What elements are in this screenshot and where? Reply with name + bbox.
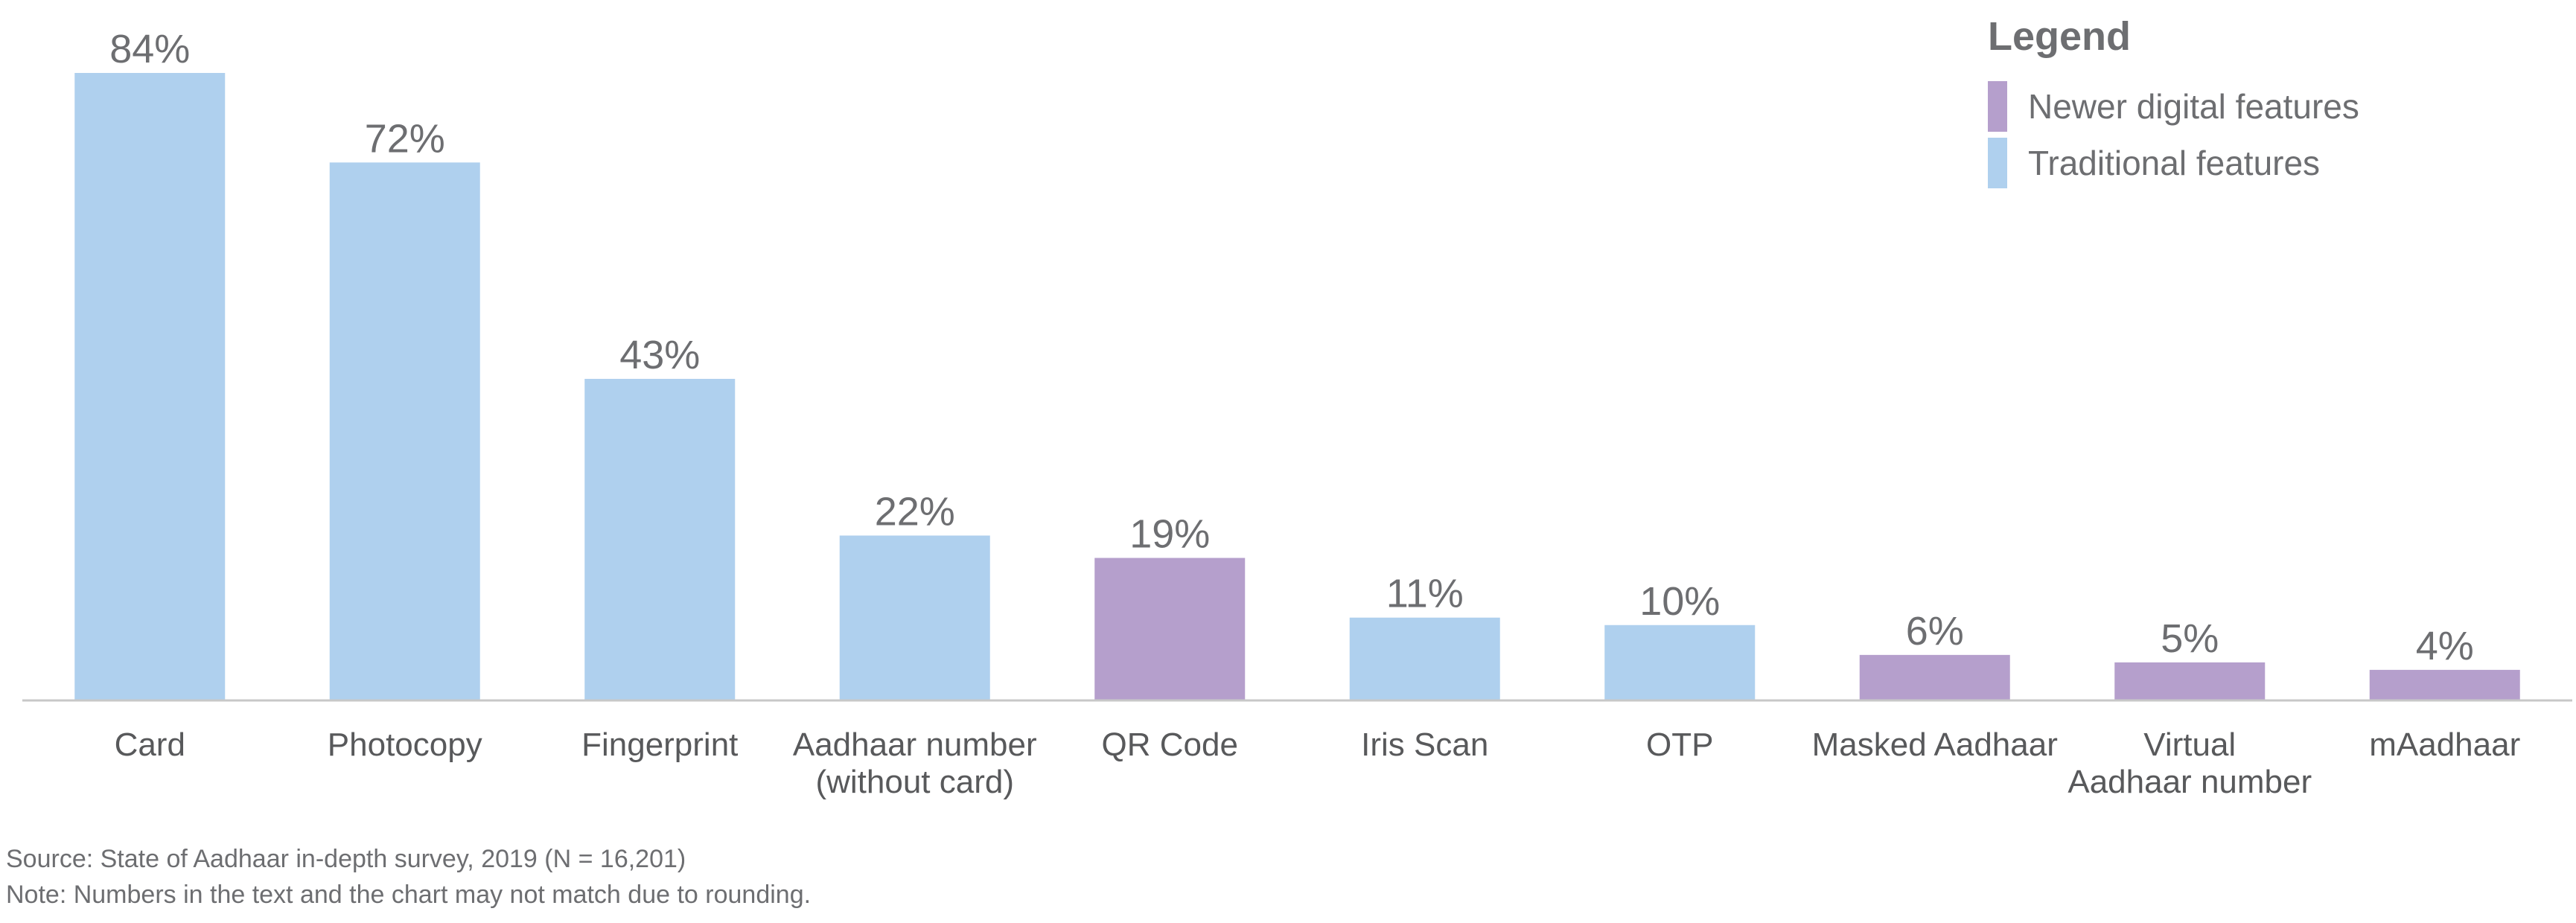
legend-item-newer: Newer digital features: [1988, 80, 2509, 132]
category-label-5: Iris Scan: [1361, 726, 1488, 763]
bar-2: [584, 378, 736, 700]
bar-0: [74, 73, 226, 700]
category-label-1: Photocopy: [328, 726, 482, 763]
category-label-8-line-1: Aadhaar number: [2068, 764, 2312, 800]
legend-label-newer: Newer digital features: [2028, 87, 2359, 126]
value-label-8: 5%: [2161, 616, 2219, 661]
bar-chart: 84% 72% 43% 22% 19% 11% 10% 6% 5% 4% Card Photocop…: [22, 27, 2572, 800]
source-note: Source: State of Aadhaar in-depth survey…: [6, 845, 686, 873]
category-label-0: Card: [115, 726, 185, 763]
category-label-3-line-1: (without card): [815, 764, 1014, 800]
category-labels-layer: Card Photocopy Fingerprint Aadhaar number(w…: [115, 726, 2521, 800]
value-label-0: 84%: [109, 27, 190, 71]
category-label-9: mAadhaar: [2369, 726, 2520, 763]
category-label-8-line-0: Virtual: [2143, 726, 2236, 763]
bar-1: [329, 162, 480, 700]
bars-layer: [74, 73, 2520, 700]
value-label-7: 6%: [1906, 609, 1964, 654]
value-labels-layer: 84% 72% 43% 22% 19% 11% 10% 6% 5% 4%: [109, 27, 2474, 668]
legend-label-traditional: Traditional features: [2028, 144, 2321, 182]
bar-6: [1604, 625, 1756, 700]
footnotes: Source: State of Aadhaar in-depth survey…: [6, 841, 811, 913]
value-label-5: 11%: [1386, 572, 1464, 616]
category-label-3-line-0: Aadhaar number: [793, 726, 1037, 763]
bar-7: [1859, 654, 2010, 700]
bar-5: [1349, 617, 1500, 700]
legend-title: Legend: [1988, 14, 2132, 59]
bar-9: [2369, 669, 2520, 700]
legend-item-traditional: Traditional features: [1988, 137, 2509, 189]
category-label-4: QR Code: [1102, 726, 1238, 763]
bar-3: [839, 535, 990, 700]
category-label-2: Fingerprint: [581, 726, 738, 763]
value-label-4: 19%: [1129, 512, 1210, 557]
category-label-6: OTP: [1646, 726, 1713, 763]
value-label-9: 4%: [2416, 624, 2474, 668]
legend-swatch-traditional: [1988, 138, 2007, 188]
rounding-note: Note: Numbers in the text and the chart …: [6, 881, 812, 909]
legend: Legend Newer digital features Traditiona…: [1988, 13, 2509, 194]
value-label-2: 43%: [619, 333, 700, 377]
bar-4: [1094, 558, 1246, 700]
value-label-6: 10%: [1639, 579, 1720, 624]
value-label-3: 22%: [875, 489, 955, 534]
category-label-7: Masked Aadhaar: [1812, 726, 2058, 763]
bar-8: [2114, 662, 2266, 700]
legend-swatch-newer: [1988, 81, 2007, 132]
value-label-1: 72%: [365, 116, 445, 161]
